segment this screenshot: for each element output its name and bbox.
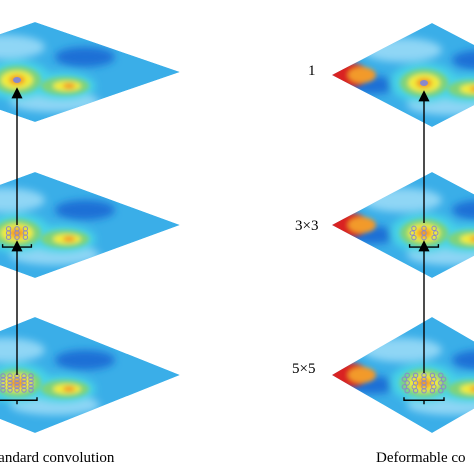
feature-map-right-3 [332,23,474,127]
layer-label-3x3: 3×3 [295,218,319,234]
feature-map-right-5 [332,317,474,433]
feature-map-left-2 [0,317,180,433]
sampling-points [409,225,439,241]
sampling-points [5,226,29,240]
layer-label-5x5: 5×5 [292,361,316,377]
feature-map-left-0 [0,22,180,122]
sampling-points [420,80,428,86]
deformable-convolution-caption: Deformable co [376,450,466,466]
feature-map-left-1 [0,172,180,278]
receptive-field-bracket [403,397,445,405]
layer-label-1: 1 [308,63,316,79]
feature-map-right-4 [332,172,474,278]
sampling-points [13,77,21,83]
receptive-field-bracket [0,397,38,405]
standard-convolution-caption: tandard convolution [0,450,115,466]
sampling-points [401,372,447,394]
sampling-points [0,373,34,393]
